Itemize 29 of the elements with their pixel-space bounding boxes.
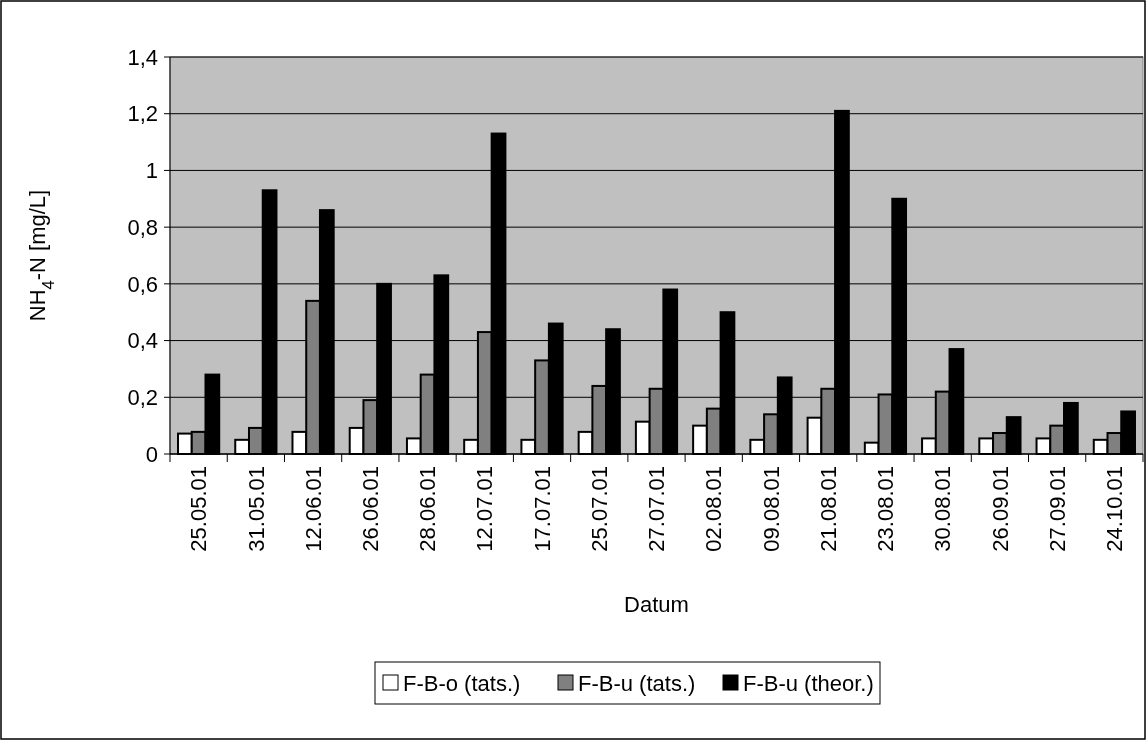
x-tick-label: 26.09.01 [987, 466, 1013, 552]
x-tick-label: 27.07.01 [644, 466, 670, 552]
y-tick-label: 0,8 [127, 214, 158, 240]
y-tick-label: 0,6 [127, 271, 158, 297]
x-tick-label: 25.05.01 [186, 466, 212, 552]
x-tick-label: 30.08.01 [930, 466, 956, 552]
y-tick-label: 1 [145, 158, 158, 184]
legend-label: F-B-u (tats.) [578, 670, 696, 696]
x-tick-label: 25.07.01 [586, 466, 612, 552]
x-tick-label: 23.08.01 [873, 466, 899, 552]
x-tick-label: 31.05.01 [243, 466, 269, 552]
x-tick-label: 17.07.01 [529, 466, 555, 552]
x-tick-label: 02.08.01 [701, 466, 727, 552]
y-tick-label: 0 [145, 441, 158, 467]
x-axis-title: Datum [624, 592, 689, 617]
x-tick-label: 28.06.01 [415, 466, 441, 552]
x-tick-label: 09.08.01 [758, 466, 784, 552]
x-tick-label: 21.08.01 [815, 466, 841, 552]
y-tick-label: 0,2 [127, 384, 158, 410]
x-tick-label: 24.10.01 [1102, 466, 1128, 552]
x-tick-label: 26.06.01 [358, 466, 384, 552]
x-tick-label: 12.06.01 [300, 466, 326, 552]
legend-label: F-B-u (theor.) [743, 670, 874, 696]
y-tick-label: 1,2 [127, 101, 158, 127]
y-tick-label: 0,4 [127, 328, 158, 354]
x-tick-label: 27.09.01 [1044, 466, 1070, 552]
legend-label: F-B-o (tats.) [403, 670, 521, 696]
x-tick-label: 12.07.01 [472, 466, 498, 552]
y-tick-label: 1,4 [127, 44, 158, 70]
